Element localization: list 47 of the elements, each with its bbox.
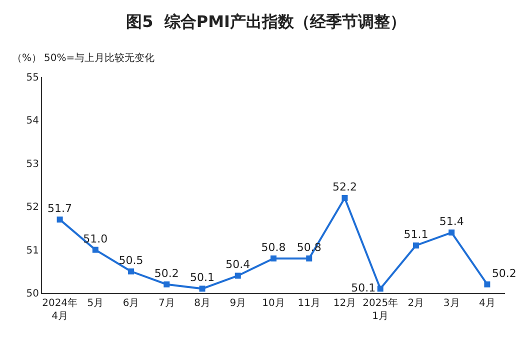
y-tick-label: 51 <box>26 245 39 256</box>
data-label: 50.5 <box>118 254 144 267</box>
point <box>128 268 134 274</box>
x-tick-label: 3月 <box>443 298 460 309</box>
x-tick-label: 7月 <box>158 298 175 309</box>
y-axis-title: （%） <box>12 53 42 64</box>
point <box>412 242 419 248</box>
point <box>377 286 384 292</box>
data-label: 50.4 <box>226 258 250 272</box>
x-tick-label: 11月 <box>298 298 320 309</box>
y-tick-label: 53 <box>26 158 39 170</box>
x-tick-label: 2024年 4月 <box>42 297 78 322</box>
x-tick-label: 9月 <box>230 298 246 309</box>
data-label: 50.1 <box>190 271 215 284</box>
y-tick-label: 54 <box>26 116 39 127</box>
point <box>342 194 348 201</box>
point <box>164 281 170 288</box>
y-tick-label: 52 <box>26 202 39 214</box>
point <box>306 255 312 262</box>
point <box>484 281 490 288</box>
data-label: 50.8 <box>261 240 286 254</box>
x-tick-label: 10月 <box>262 298 285 309</box>
x-tick-label: 6月 <box>122 298 140 309</box>
data-label: 51.7 <box>48 202 72 216</box>
data-label: 50.1 <box>351 281 376 294</box>
point <box>92 246 98 253</box>
point <box>199 286 206 292</box>
x-tick-label: 12月 <box>333 298 356 309</box>
data-label: 50.2 <box>492 266 516 280</box>
data-label: 52.2 <box>332 180 357 194</box>
y-tick-label: 50 <box>26 288 39 300</box>
x-tick-label: 5月 <box>87 298 104 309</box>
x-tick-label: 4月 <box>479 298 496 309</box>
x-tick-label: 8月 <box>194 298 210 309</box>
point <box>448 230 455 236</box>
y-tick-label: 55 <box>26 72 39 84</box>
chart-title: 图5 综合PMI产出指数（经季节调整） <box>126 12 406 31</box>
point <box>234 272 241 279</box>
point <box>270 255 276 262</box>
point <box>56 216 63 223</box>
data-label: 51.4 <box>439 215 464 228</box>
x-tick-label: 2月 <box>408 298 424 309</box>
text: 50%=与上月比较无变化 <box>44 52 155 64</box>
x-tick-label: 2025年 1月 <box>362 297 398 322</box>
data-label: 51.1 <box>404 228 428 241</box>
data-label: 50.2 <box>154 266 179 280</box>
data-label: 51.0 <box>83 232 108 246</box>
